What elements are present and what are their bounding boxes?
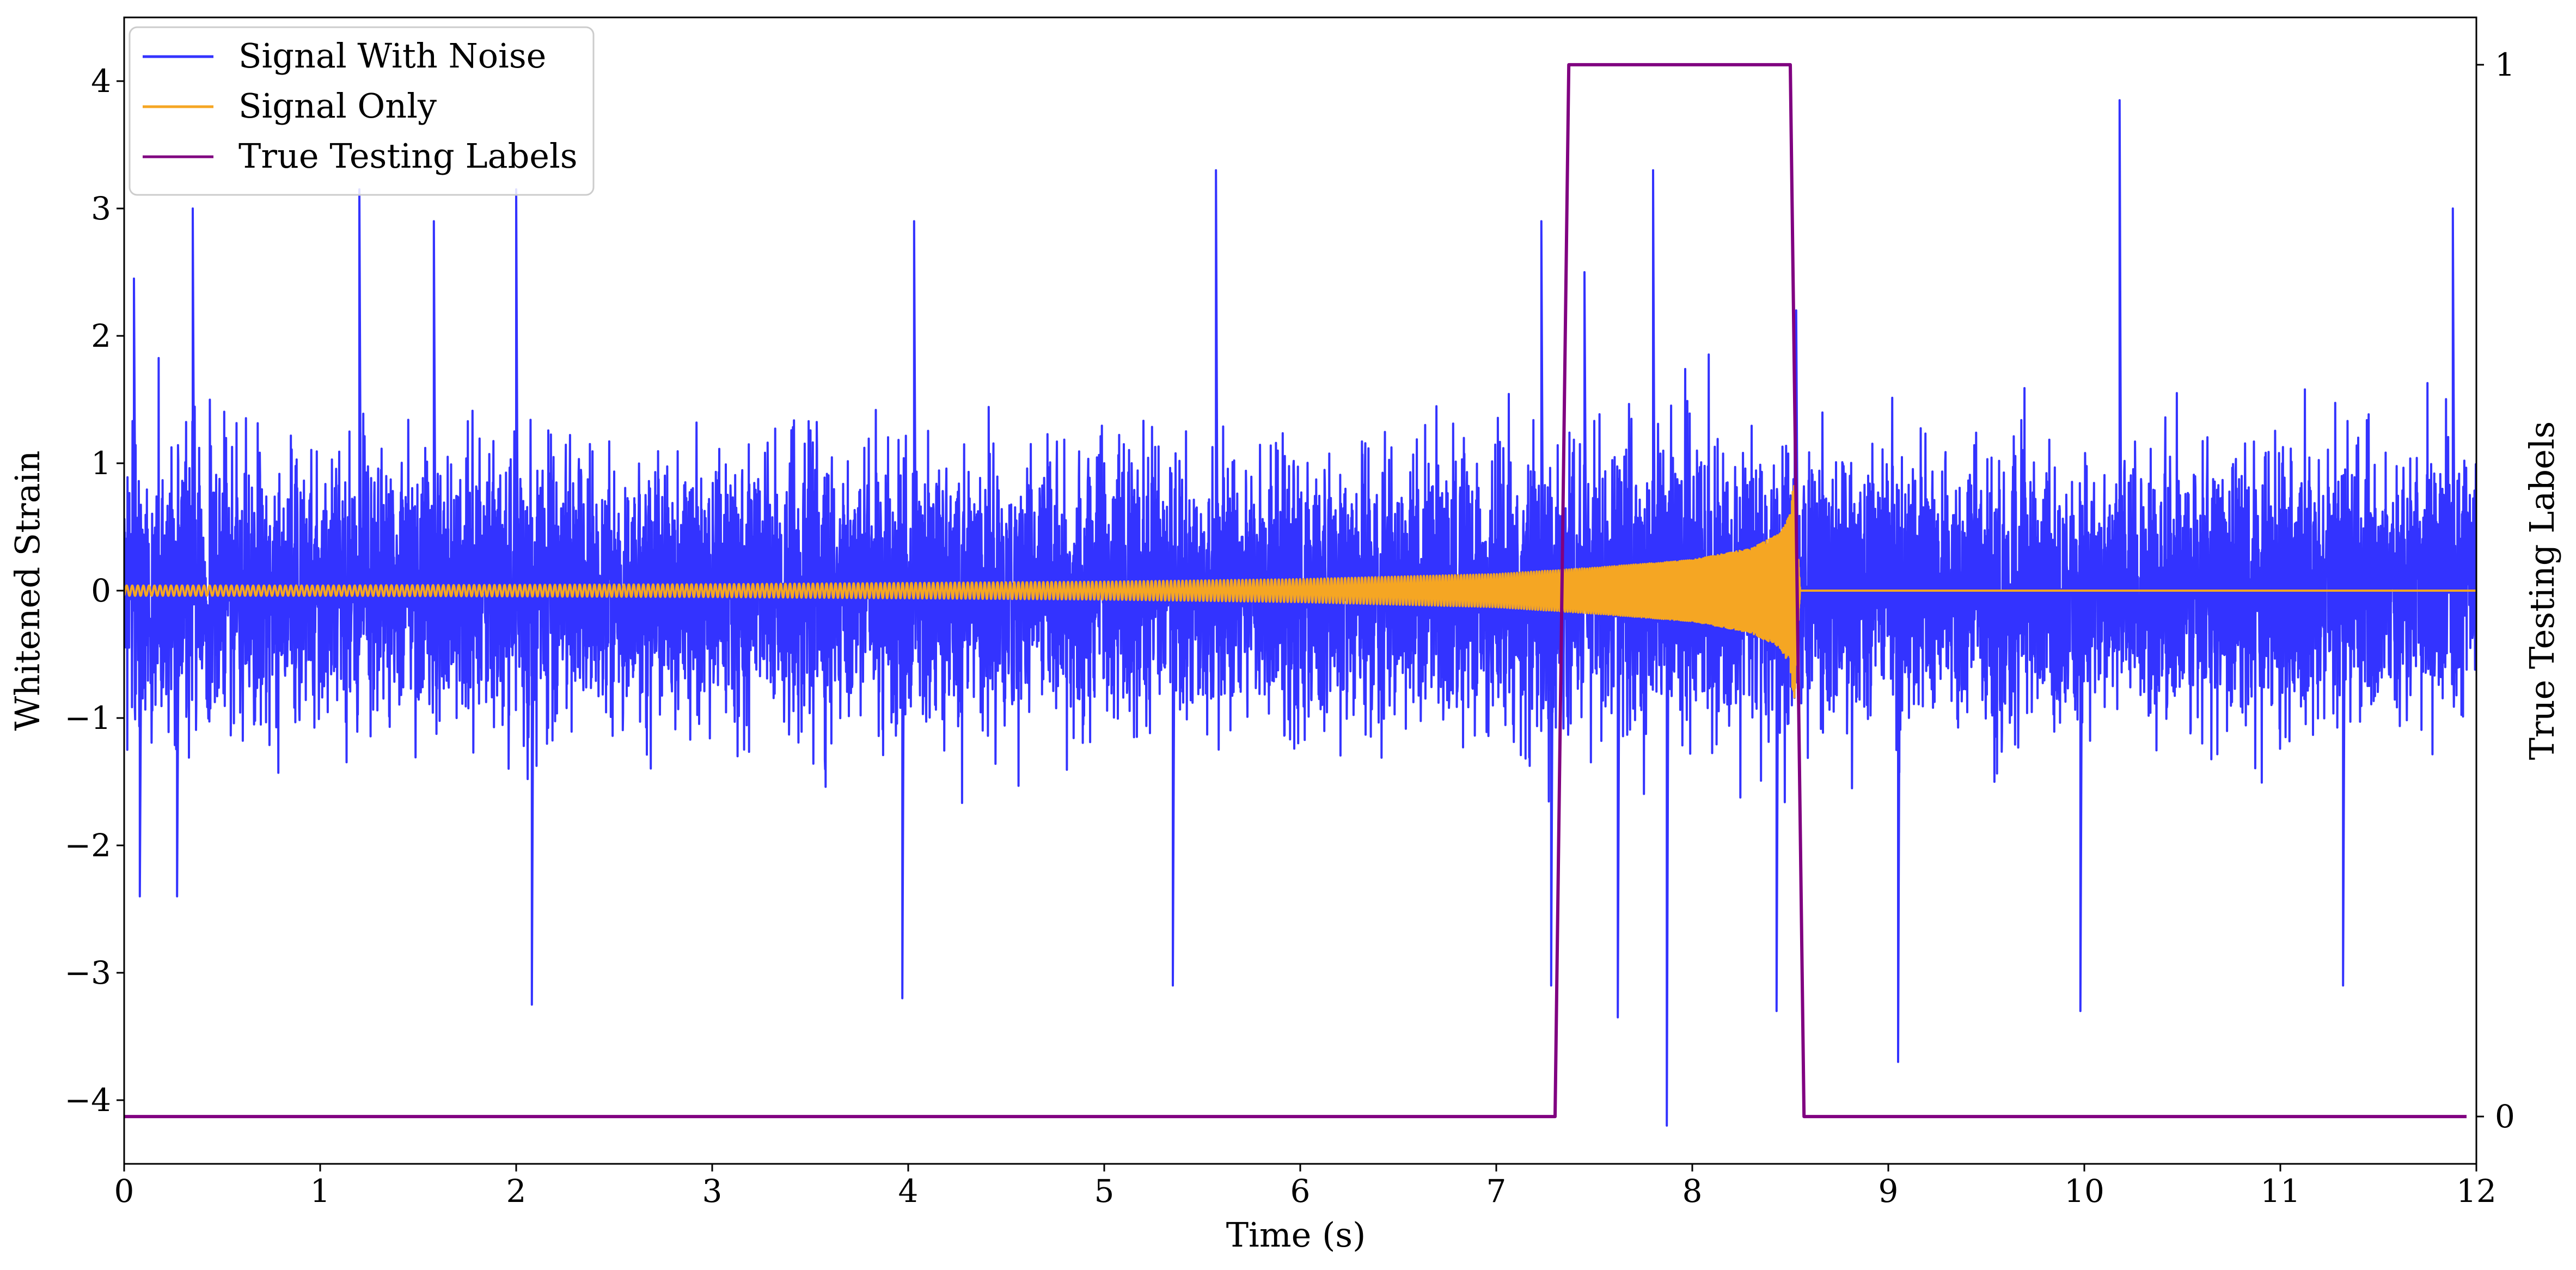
x-tick-label: 11 bbox=[2260, 1173, 2300, 1210]
y-tick-label: 4 bbox=[91, 63, 111, 100]
x-tick-label: 3 bbox=[702, 1173, 723, 1210]
y-tick-label: 2 bbox=[91, 317, 111, 354]
x-tick-label: 1 bbox=[310, 1173, 331, 1210]
y2-tick-label: 1 bbox=[2495, 46, 2515, 83]
x-tick-label: 8 bbox=[1682, 1173, 1703, 1210]
y-tick-label: 0 bbox=[91, 572, 111, 609]
y-tick-label: −4 bbox=[65, 1082, 112, 1119]
legend: Signal With Noise Signal Only True Testing… bbox=[129, 26, 595, 196]
y-axis-title: Whitened Strain bbox=[8, 451, 47, 731]
y-tick-label: −1 bbox=[65, 700, 112, 737]
x-tick-label: 9 bbox=[1879, 1173, 1899, 1210]
y2-axis: 01 bbox=[2476, 46, 2515, 1135]
legend-label: True Testing Labels bbox=[238, 136, 578, 176]
x-tick-label: 7 bbox=[1486, 1173, 1507, 1210]
x-tick-label: 2 bbox=[506, 1173, 527, 1210]
x-tick-label: 5 bbox=[1094, 1173, 1115, 1210]
series-line-signal-only bbox=[124, 484, 2476, 698]
x-axis: 0 1 2 3 4 5 6 7 8 9 10 11 12 bbox=[114, 1164, 2497, 1210]
x-tick-label: 0 bbox=[114, 1173, 134, 1210]
x-tick-label: 10 bbox=[2064, 1173, 2104, 1210]
y-tick-label: 3 bbox=[91, 190, 111, 227]
x-tick-label: 6 bbox=[1290, 1173, 1311, 1210]
y-axis: −4 −3 −2 −1 0 1 2 3 4 bbox=[65, 63, 124, 1119]
legend-label: Signal With Noise bbox=[238, 36, 546, 76]
x-axis-title: Time (s) bbox=[1226, 1215, 1366, 1255]
x-tick-label: 12 bbox=[2456, 1173, 2497, 1210]
legend-label: Signal Only bbox=[238, 86, 437, 126]
series-layer bbox=[124, 63, 2476, 1127]
y2-tick-label: 0 bbox=[2495, 1098, 2515, 1135]
y-tick-label: 1 bbox=[91, 445, 111, 482]
y-tick-label: −3 bbox=[65, 954, 112, 991]
y-tick-label: −2 bbox=[65, 827, 112, 864]
x-tick-label: 4 bbox=[898, 1173, 919, 1210]
y2-axis-title: True Testing Labels bbox=[2522, 421, 2562, 760]
legend-box bbox=[129, 26, 595, 196]
series-line-true-testing-labels bbox=[124, 63, 2467, 1119]
